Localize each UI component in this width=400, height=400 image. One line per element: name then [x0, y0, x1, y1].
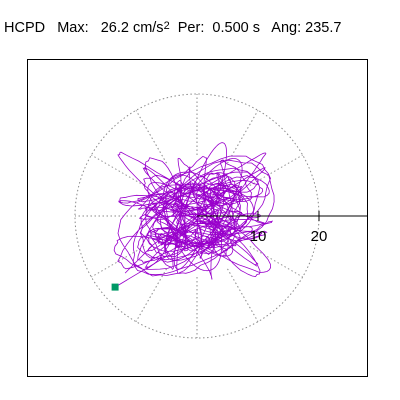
radial-grid-line [227, 110, 259, 164]
radial-grid-line [227, 268, 259, 322]
radial-grid-line [135, 268, 167, 322]
period-label: Per: [177, 20, 205, 36]
particle-motion-trace [113, 142, 275, 288]
max-exponent: 2 [163, 20, 170, 32]
radial-grid-line [249, 246, 303, 278]
radial-grid-line [135, 110, 167, 164]
trace-loop [147, 182, 234, 257]
period-value: 0.500 s [212, 20, 260, 36]
max-excursion-line [114, 245, 168, 288]
plot-frame [27, 59, 368, 377]
max-point-marker-group [111, 283, 119, 291]
trace-loop [160, 187, 255, 245]
trace-loop [165, 174, 222, 272]
axis-tick-label: 10 [250, 228, 267, 245]
max-label: Max: [57, 20, 89, 36]
station-code: HCPD [4, 20, 46, 36]
angle-label: Ang: [271, 20, 302, 36]
axis-tick-label: 20 [311, 228, 328, 245]
trace-loop [162, 171, 232, 254]
angle-value: 235.7 [305, 20, 342, 36]
max-point-marker [111, 283, 119, 291]
trace-loop [173, 142, 227, 270]
trace-loop [165, 158, 243, 261]
max-value: 26.2 cm/s [100, 20, 164, 36]
amplitude-axis: 10 20 [197, 211, 367, 245]
chart-header: HCPD Max: 26.2 cm/s2 Per: 0.500 s Ang: 2… [4, 20, 341, 37]
